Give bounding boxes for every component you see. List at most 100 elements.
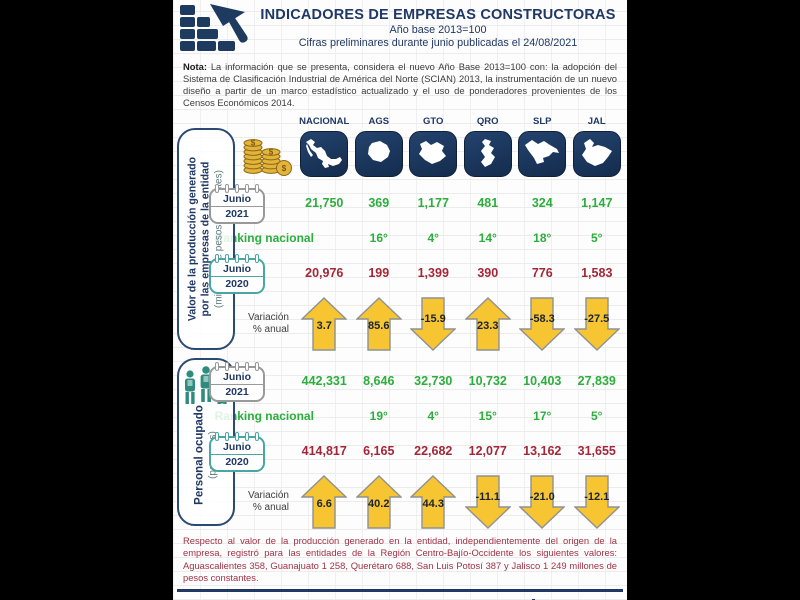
map-nacional-icon <box>300 131 349 178</box>
valor-2021-slp: 324 <box>531 196 553 211</box>
personal-2021-qro: 10,732 <box>468 374 507 389</box>
colhead-qro: QRO <box>476 115 499 127</box>
valor-2020-ags: 199 <box>368 266 390 281</box>
personal-rank-slp: 17° <box>533 409 552 424</box>
personal-2020-slp: 13,162 <box>523 444 562 459</box>
row-valor-junio-2021: Junio 2021 21,750 369 1,177 481 324 1,14… <box>177 180 627 226</box>
section-personal-ocupado: Personal ocupado (personas) Junio 2021 4… <box>177 358 627 530</box>
valor-2021-jal: 1,147 <box>581 196 613 211</box>
valor-2020-gto: 1,399 <box>417 266 449 281</box>
map-jal-icon <box>572 131 621 178</box>
sidebar-valor-line2: por las empresas de la entidad <box>199 161 212 317</box>
calendar-year: 2020 <box>211 453 263 470</box>
calendar-month: Junio <box>223 440 251 453</box>
valor-var-jal-arrow-icon: -27.5 <box>570 296 625 352</box>
section-valor-produccion: Valor de la producción generado por las … <box>177 114 627 352</box>
calendar-month: Junio <box>223 192 251 205</box>
map-qro-icon <box>463 131 512 178</box>
personal-2020-qro: 12,077 <box>468 444 507 459</box>
ranking-label: Ranking nacional <box>214 231 314 246</box>
brick-trowel-logo-icon <box>180 4 248 51</box>
calendar-2020-icon: Junio 2020 <box>209 431 265 472</box>
personal-2020-jal: 31,655 <box>577 444 616 459</box>
personal-rank-ags: 19° <box>369 409 388 424</box>
personal-2021-nacional: 442,331 <box>301 374 347 389</box>
variacion-label: Variación % anual <box>248 311 289 336</box>
colhead-gto: GTO <box>423 115 444 127</box>
valor-var-ags-arrow-icon: 85.6 <box>352 296 407 352</box>
sidebar-valor-label: Valor de la producción generado por las … <box>186 157 225 321</box>
valor-2020-jal: 1,583 <box>581 266 613 281</box>
colhead-nacional: NACIONAL <box>299 115 350 127</box>
row-valor-variacion: Variación % anual 3.7 85.6 -15.9 23.3 -5… <box>177 296 627 352</box>
valor-var-nacional-arrow-icon: 3.7 <box>297 296 352 352</box>
header: INDICADORES DE EMPRESAS CONSTRUCTORAS Añ… <box>173 0 627 58</box>
colhead-slp: SLP <box>533 115 552 127</box>
personal-var-nacional-arrow-icon: 6.6 <box>297 474 352 530</box>
valor-rank-ags: 16° <box>369 231 388 246</box>
valor-2020-nacional: 20,976 <box>305 266 344 281</box>
valor-var-slp-arrow-icon: -58.3 <box>515 296 570 352</box>
regional-values-note: Respecto al valor de la producción gener… <box>183 535 617 583</box>
colhead-jal: JAL <box>587 115 606 127</box>
page-title: INDICADORES DE EMPRESAS CONSTRUCTORAS <box>260 7 616 23</box>
valor-rank-slp: 18° <box>533 231 552 246</box>
row-valor-ranking: Ranking nacional 16° 4° 14° 18° 5° <box>177 226 627 250</box>
nota-label: Nota: <box>183 61 207 72</box>
sidebar-valor-produccion: Valor de la producción generado por las … <box>177 128 235 351</box>
personal-2021-jal: 27,839 <box>577 374 616 389</box>
svg-text:$: $ <box>282 164 287 173</box>
coins-icon: $ $ $ <box>243 139 292 177</box>
valor-rank-gto: 4° <box>427 231 439 246</box>
valor-2020-slp: 776 <box>531 266 553 281</box>
calendar-2021-icon: Junio 2021 <box>209 361 265 402</box>
personal-var-qro-arrow-icon: -11.1 <box>461 474 516 530</box>
map-ags-icon <box>354 131 403 178</box>
valor-2021-qro: 481 <box>477 196 499 211</box>
personal-var-ags-arrow-icon: 40.2 <box>352 474 407 530</box>
personal-var-slp-arrow-icon: -21.0 <box>515 474 570 530</box>
personal-2021-slp: 10,403 <box>523 374 562 389</box>
inegi-logo-text: INEGI <box>559 597 620 600</box>
sidebar-personal-line1: Personal ocupado <box>193 405 206 506</box>
subtitle-publication: Cifras preliminares durante junio public… <box>298 37 578 49</box>
row-valor-junio-2020: Junio 2020 20,976 199 1,399 390 776 1,58… <box>177 250 627 296</box>
personal-rank-gto: 4° <box>427 409 439 424</box>
nota-text: La información que se presenta, consider… <box>183 61 617 109</box>
fuente-line: Fuente: INEGI. Encuesta Nacional de Empr… <box>183 597 480 600</box>
calendar-2021-icon: Junio 2021 <box>209 183 265 224</box>
subtitle-base-year: Año base 2013=100 <box>389 24 487 36</box>
valor-2021-gto: 1,177 <box>417 196 449 211</box>
valor-rank-jal: 5° <box>591 231 603 246</box>
footer-divider <box>177 589 623 592</box>
valor-var-gto-arrow-icon: -15.9 <box>406 296 461 352</box>
personal-2021-gto: 32,730 <box>414 374 453 389</box>
title-block: INDICADORES DE EMPRESAS CONSTRUCTORAS Añ… <box>255 4 621 49</box>
personal-rank-jal: 5° <box>591 409 603 424</box>
calendar-year: 2020 <box>211 275 263 292</box>
row-personal-junio-2020: Junio 2020 414,817 6,165 22,682 12,077 1… <box>177 428 627 474</box>
svg-text:$: $ <box>251 139 256 148</box>
personal-2020-nacional: 414,817 <box>301 444 347 459</box>
column-headers: NACIONAL AGS GTO QRO SLP JAL <box>177 114 627 128</box>
footer-text: Fuente: INEGI. Encuesta Nacional de Empr… <box>183 597 480 600</box>
personal-2021-ags: 8,646 <box>363 374 395 389</box>
valor-2021-ags: 369 <box>368 196 390 211</box>
colhead-ags: AGS <box>368 115 390 127</box>
svg-text:$: $ <box>269 148 274 157</box>
nota-paragraph: Nota: La información que se presenta, co… <box>183 61 617 109</box>
calendar-month: Junio <box>223 262 251 275</box>
calendar-year: 2021 <box>211 383 263 400</box>
row-personal-junio-2021: Junio 2021 442,331 8,646 32,730 10,732 1… <box>177 358 627 404</box>
sidebar-valor-line3: (millones de pesos constantes) <box>213 170 225 309</box>
calendar-year: 2021 <box>211 205 263 222</box>
valor-var-qro-arrow-icon: 23.3 <box>461 296 516 352</box>
valor-2020-qro: 390 <box>477 266 499 281</box>
personal-2020-ags: 6,165 <box>363 444 395 459</box>
personal-var-jal-arrow-icon: -12.1 <box>570 474 625 530</box>
calendar-month: Junio <box>223 370 251 383</box>
variacion-label: Variación % anual <box>248 489 289 514</box>
personal-2020-gto: 22,682 <box>414 444 453 459</box>
map-slp-icon <box>518 131 567 178</box>
infographic-page: INDICADORES DE EMPRESAS CONSTRUCTORAS Añ… <box>173 0 627 600</box>
